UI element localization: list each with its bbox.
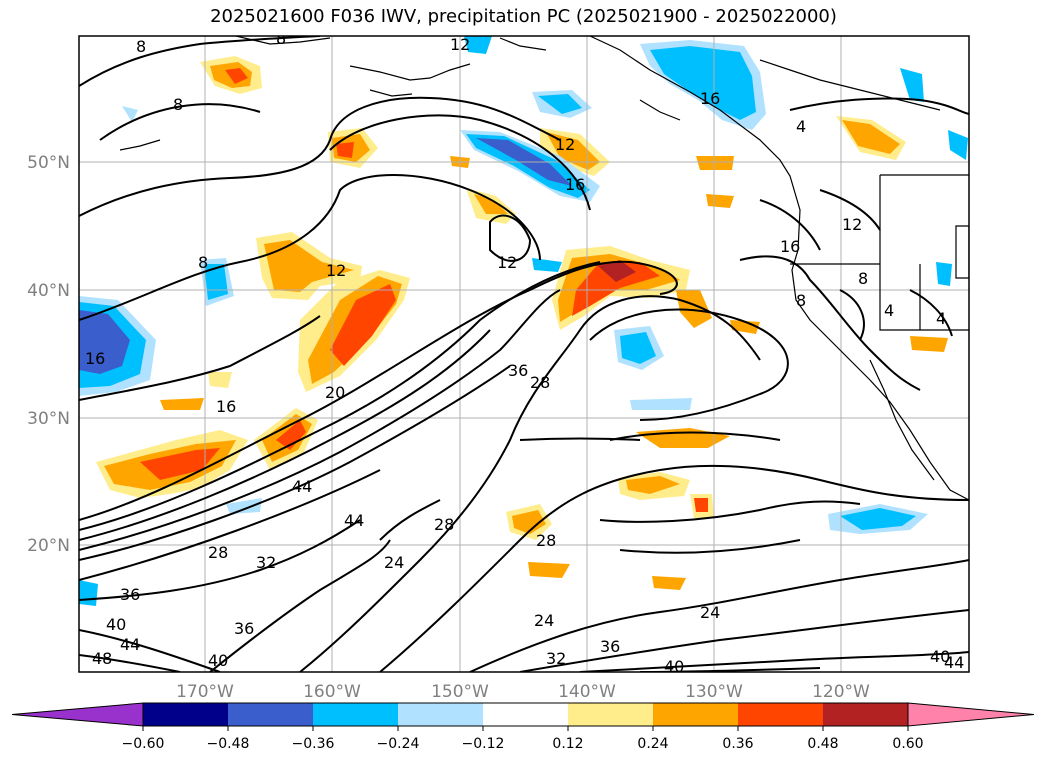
contour-label: 40 [664,657,684,676]
colorbar-tick-label: −0.36 [292,736,335,752]
contour-label: 28 [536,531,556,550]
lat-tick-label: 20°N [27,536,70,556]
contour-label: 28 [530,373,550,392]
lon-tick-labels: 170°W 160°W 150°W 140°W 130°W 120°W [176,682,870,702]
map-frame [78,35,970,673]
coastlines [119,36,969,501]
contour-label: 8 [173,95,183,114]
colorbar-frame [142,702,909,727]
map-area: 8 8 8 8 12 12 12 12 16 16 16 16 20 24 24… [79,29,969,676]
colorbar-extend-max [907,702,1035,727]
contour-label: 8 [136,37,146,56]
contour-label: 12 [497,253,517,272]
colorbar-tick-label: 0.60 [892,736,923,752]
contour-label: 44 [120,635,140,654]
lon-tick-label: 120°W [812,682,870,702]
contour-label: 4 [936,309,946,328]
contour-label: 40 [106,615,126,634]
contour-label: 20 [325,383,345,402]
contour-label: 8 [796,291,806,310]
colorbar-tick-label: −0.12 [462,736,505,752]
colorbar-segment [143,703,228,726]
contour-label: 8 [198,253,208,272]
contour-label: 16 [216,397,236,416]
colorbar-extend-min [11,702,144,727]
colorbar-tick-label: −0.60 [122,736,165,752]
map-title: 2025021600 F036 IWV, precipitation PC (2… [210,6,837,27]
contour-label: 24 [700,603,720,622]
lon-tick-label: 160°W [303,682,361,702]
contour-label: 12 [450,35,470,54]
contour-labels: 8 8 8 8 12 12 12 12 16 16 16 16 20 24 24… [85,29,964,676]
lat-tick-labels: 50°N 40°N 30°N 20°N [27,153,70,556]
contour-label: 8 [858,269,868,288]
contour-label: 44 [344,511,364,530]
colorbar-segment [398,703,483,726]
contour-label: 4 [796,117,806,136]
contour-label: 4 [884,301,894,320]
colorbar-segment [653,703,738,726]
colorbar-tick-label: 0.12 [552,736,583,752]
contour-label: 16 [700,89,720,108]
contour-label: 24 [384,553,404,572]
lat-tick-label: 40°N [27,281,70,301]
contour-label: 8 [276,29,286,48]
contour-label: 16 [85,349,105,368]
graticule [79,36,969,672]
contour-label: 12 [555,135,575,154]
contour-label: 36 [120,585,140,604]
colorbar: −0.60 −0.48 −0.36 −0.24 −0.12 0.12 0.24 0.36 0.4… [11,702,1035,752]
contour-label: 48 [92,649,112,668]
colorbar-segment [483,703,568,726]
contour-label: 24 [534,611,554,630]
negative-precip-patches [79,36,968,606]
contour-label: 16 [565,175,585,194]
contour-label: 28 [208,543,228,562]
colorbar-segment [228,703,313,726]
contour-label: 36 [600,637,620,656]
lon-tick-label: 170°W [176,682,234,702]
contour-label: 44 [944,653,964,672]
colorbar-segment [313,703,398,726]
colorbar-tick-label: 0.48 [807,736,838,752]
contour-label: 40 [208,651,228,670]
lon-tick-label: 140°W [558,682,616,702]
colorbar-tick-label: −0.48 [207,736,250,752]
lon-tick-label: 130°W [685,682,743,702]
contour-label: 32 [546,649,566,668]
colorbar-segment [823,703,908,726]
contour-label: 12 [842,215,862,234]
contour-label: 12 [326,261,346,280]
contour-label: 40 [930,647,950,666]
colorbar-tick-label: −0.24 [377,736,420,752]
contour-label: 28 [434,515,454,534]
lat-tick-label: 50°N [27,153,70,173]
lat-tick-label: 30°N [27,409,70,429]
contour-label: 44 [292,477,312,496]
iwv-contours [79,36,969,672]
contour-label: 36 [234,619,254,638]
contour-label: 16 [780,237,800,256]
lon-tick-label: 150°W [431,682,489,702]
colorbar-segment [568,703,653,726]
contour-label: 36 [508,361,528,380]
contour-label: 32 [256,553,276,572]
colorbar-tick-label: 0.36 [722,736,753,752]
colorbar-tick-label: 0.24 [637,736,668,752]
colorbar-segment [738,703,823,726]
